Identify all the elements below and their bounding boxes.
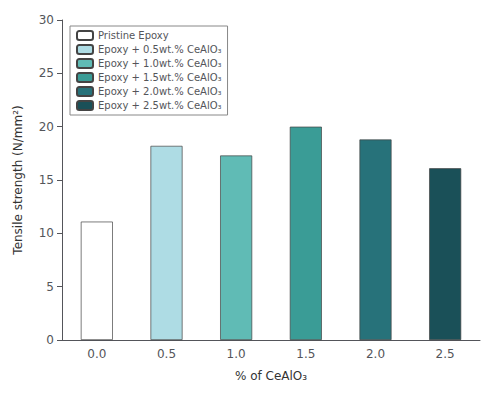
svg-text:Epoxy + 0.5wt.% CeAlO₃: Epoxy + 0.5wt.% CeAlO₃ [98, 44, 222, 55]
svg-text:30: 30 [39, 13, 54, 27]
svg-text:0: 0 [46, 333, 54, 347]
svg-text:20: 20 [39, 120, 54, 134]
svg-text:5: 5 [46, 280, 54, 294]
svg-text:0.0: 0.0 [87, 347, 106, 361]
svg-text:10: 10 [39, 226, 54, 240]
svg-text:Epoxy + 1.0wt.% CeAlO₃: Epoxy + 1.0wt.% CeAlO₃ [98, 58, 222, 69]
svg-text:Epoxy + 2.5wt.% CeAlO₃: Epoxy + 2.5wt.% CeAlO₃ [98, 100, 222, 111]
svg-text:Pristine Epoxy: Pristine Epoxy [98, 30, 169, 41]
svg-text:Epoxy + 2.0wt.% CeAlO₃: Epoxy + 2.0wt.% CeAlO₃ [98, 86, 222, 97]
svg-text:Tensile strength (N/mm²): Tensile strength (N/mm²) [11, 105, 25, 255]
svg-text:0.5: 0.5 [157, 347, 176, 361]
svg-text:Epoxy + 1.5wt.% CeAlO₃: Epoxy + 1.5wt.% CeAlO₃ [98, 72, 222, 83]
svg-text:% of CeAlO₃: % of CeAlO₃ [235, 369, 307, 383]
svg-text:2.0: 2.0 [366, 347, 385, 361]
svg-text:15: 15 [39, 173, 54, 187]
svg-text:2.5: 2.5 [436, 347, 455, 361]
svg-text:25: 25 [39, 66, 54, 80]
svg-text:1.0: 1.0 [227, 347, 246, 361]
svg-text:1.5: 1.5 [296, 347, 315, 361]
